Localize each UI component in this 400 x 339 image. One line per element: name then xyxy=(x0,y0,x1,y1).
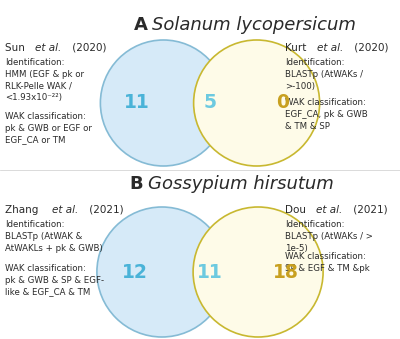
Ellipse shape xyxy=(194,40,320,166)
Text: et al.: et al. xyxy=(316,205,342,215)
Ellipse shape xyxy=(100,40,226,166)
Text: 11: 11 xyxy=(124,94,150,113)
Text: WAK classification:
pk & GWB & SP & EGF-
like & EGF_CA & TM: WAK classification: pk & GWB & SP & EGF-… xyxy=(5,264,104,297)
Text: et al.: et al. xyxy=(35,43,61,53)
Ellipse shape xyxy=(97,207,227,337)
Text: Identification:
BLASTp (AtWAK &
AtWAKLs + pk & GWB): Identification: BLASTp (AtWAK & AtWAKLs … xyxy=(5,220,103,253)
Text: 12: 12 xyxy=(122,262,148,281)
Text: Kurt: Kurt xyxy=(285,43,310,53)
Text: 0: 0 xyxy=(276,94,290,113)
Text: 5: 5 xyxy=(204,94,216,113)
Text: Identification:
BLASTp (AtWAKs / >
1e-5): Identification: BLASTp (AtWAKs / > 1e-5) xyxy=(285,220,373,253)
Ellipse shape xyxy=(193,207,323,337)
Text: B: B xyxy=(129,175,143,193)
Text: (2020): (2020) xyxy=(69,43,106,53)
Text: (2021): (2021) xyxy=(86,205,124,215)
Text: A: A xyxy=(134,16,148,34)
Text: Solanum lycopersicum: Solanum lycopersicum xyxy=(152,16,356,34)
Text: (2021): (2021) xyxy=(350,205,388,215)
Text: WAK classification:
pk & GWB or EGF or
EGF_CA or TM: WAK classification: pk & GWB or EGF or E… xyxy=(5,112,92,145)
Text: 18: 18 xyxy=(272,262,298,281)
Text: et al.: et al. xyxy=(317,43,343,53)
Text: Sun: Sun xyxy=(5,43,28,53)
Text: WAK classification:
SP & EGF & TM &pk: WAK classification: SP & EGF & TM &pk xyxy=(285,252,370,273)
Text: et al.: et al. xyxy=(52,205,78,215)
Text: Zhang: Zhang xyxy=(5,205,42,215)
Text: Identification:
BLASTp (AtWAKs /
>-100): Identification: BLASTp (AtWAKs / >-100) xyxy=(285,58,363,91)
Text: Gossypium hirsutum: Gossypium hirsutum xyxy=(148,175,334,193)
Text: 11: 11 xyxy=(197,262,223,281)
Text: WAK classification:
EGF_CA, pk & GWB
& TM & SP: WAK classification: EGF_CA, pk & GWB & T… xyxy=(285,98,368,131)
Text: Dou: Dou xyxy=(285,205,309,215)
Text: Identification:
HMM (EGF & pk or
RLK-Pelle WAK /
<1.93x10⁻²²): Identification: HMM (EGF & pk or RLK-Pel… xyxy=(5,58,84,102)
Text: (2020): (2020) xyxy=(351,43,388,53)
